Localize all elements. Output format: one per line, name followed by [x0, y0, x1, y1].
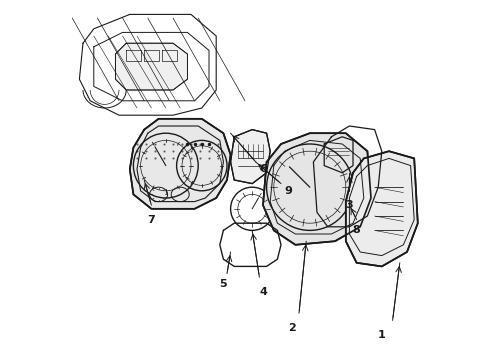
- Text: 8: 8: [353, 225, 361, 235]
- Text: 4: 4: [259, 287, 267, 297]
- Text: 2: 2: [288, 323, 295, 333]
- Polygon shape: [231, 130, 270, 184]
- Text: 6: 6: [259, 164, 267, 174]
- Text: 3: 3: [345, 200, 353, 210]
- Polygon shape: [346, 151, 418, 266]
- Polygon shape: [263, 133, 371, 245]
- Polygon shape: [116, 43, 187, 90]
- Text: 5: 5: [220, 279, 227, 289]
- Text: 9: 9: [284, 186, 292, 196]
- Polygon shape: [130, 119, 231, 209]
- Text: 7: 7: [147, 215, 155, 225]
- Text: 1: 1: [378, 330, 386, 340]
